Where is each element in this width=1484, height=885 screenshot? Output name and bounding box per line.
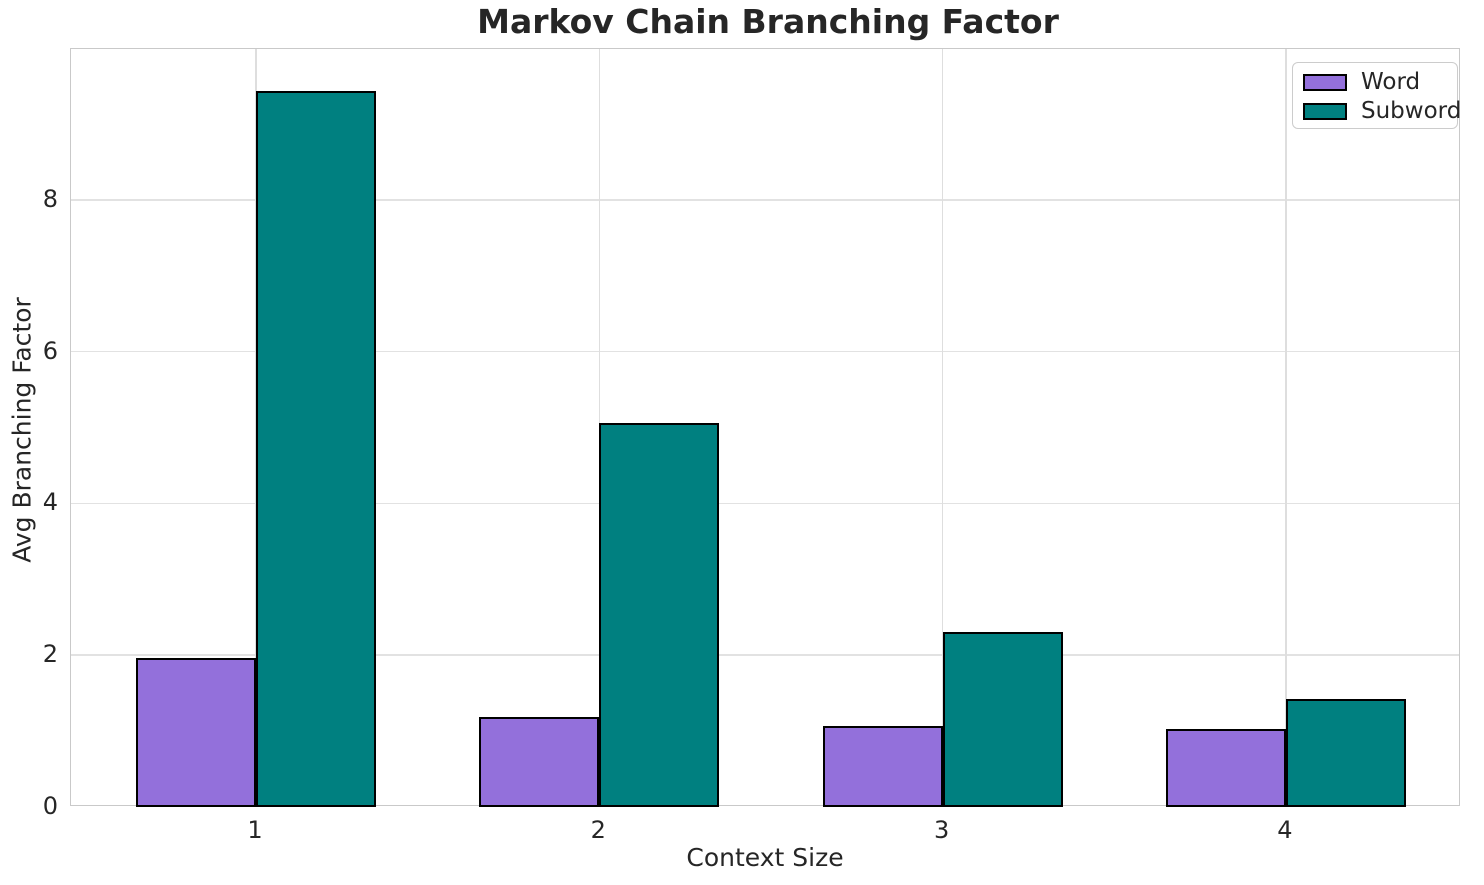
gridline-horizontal <box>71 199 1459 201</box>
plot-area <box>70 48 1460 807</box>
bar-subword-1 <box>256 91 376 807</box>
bar-word-2 <box>479 716 600 807</box>
y-tick-label: 8 <box>42 184 58 213</box>
legend-item-word: Word <box>1293 68 1457 97</box>
gridline-horizontal <box>71 350 1459 353</box>
bar-subword-4 <box>1285 699 1406 807</box>
legend-swatch-subword <box>1303 103 1347 120</box>
bar-word-4 <box>1165 728 1286 807</box>
legend-label: Subword <box>1361 98 1462 124</box>
legend: Word Subword <box>1292 62 1461 129</box>
y-tick-label: 2 <box>42 640 58 669</box>
bar-subword-2 <box>599 423 720 807</box>
bar-word-1 <box>136 658 256 807</box>
x-axis-label: Context Size <box>686 843 844 872</box>
x-tick-label: 1 <box>247 816 263 844</box>
gridline-vertical <box>941 49 944 805</box>
x-tick-label: 2 <box>590 816 606 844</box>
bar-word-3 <box>822 725 943 807</box>
bar-subword-3 <box>942 631 1063 807</box>
gridline-vertical <box>1285 49 1287 805</box>
gridline-horizontal <box>71 654 1459 656</box>
x-tick-label: 4 <box>1277 816 1293 844</box>
y-tick-label: 0 <box>42 792 58 820</box>
y-tick-label: 4 <box>42 488 58 517</box>
y-tick-label: 6 <box>42 336 58 365</box>
x-tick-label: 3 <box>933 816 950 844</box>
chart-title: Markov Chain Branching Factor <box>477 2 1059 41</box>
legend-swatch-word <box>1303 74 1347 91</box>
legend-item-subword: Subword <box>1293 97 1461 126</box>
legend-label: Word <box>1361 69 1421 95</box>
gridline-horizontal <box>71 502 1459 505</box>
